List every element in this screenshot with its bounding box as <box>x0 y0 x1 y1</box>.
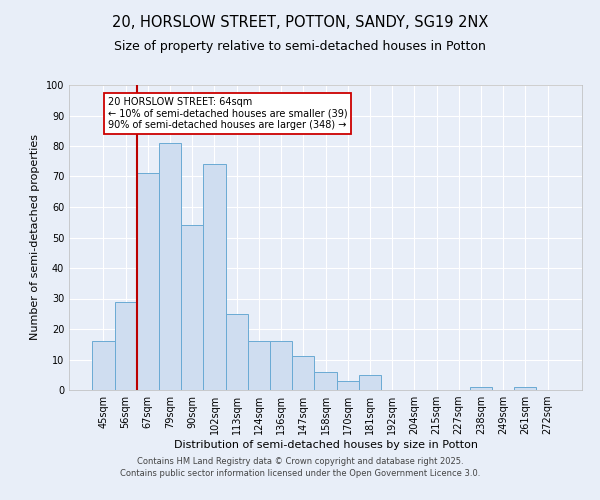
X-axis label: Distribution of semi-detached houses by size in Potton: Distribution of semi-detached houses by … <box>173 440 478 450</box>
Text: 20, HORSLOW STREET, POTTON, SANDY, SG19 2NX: 20, HORSLOW STREET, POTTON, SANDY, SG19 … <box>112 15 488 30</box>
Text: Contains public sector information licensed under the Open Government Licence 3.: Contains public sector information licen… <box>120 469 480 478</box>
Bar <box>159 143 181 390</box>
Text: Contains HM Land Registry data © Crown copyright and database right 2025.: Contains HM Land Registry data © Crown c… <box>137 458 463 466</box>
Text: 20 HORSLOW STREET: 64sqm
← 10% of semi-detached houses are smaller (39)
90% of s: 20 HORSLOW STREET: 64sqm ← 10% of semi-d… <box>108 97 347 130</box>
Bar <box>203 164 226 390</box>
Bar <box>181 226 203 390</box>
Bar <box>115 302 137 390</box>
Y-axis label: Number of semi-detached properties: Number of semi-detached properties <box>30 134 40 340</box>
Bar <box>314 372 337 390</box>
Bar <box>470 387 492 390</box>
Bar <box>359 375 381 390</box>
Bar <box>292 356 314 390</box>
Bar <box>514 387 536 390</box>
Bar <box>137 174 159 390</box>
Bar <box>92 341 115 390</box>
Bar <box>248 341 270 390</box>
Bar <box>337 381 359 390</box>
Bar <box>270 341 292 390</box>
Text: Size of property relative to semi-detached houses in Potton: Size of property relative to semi-detach… <box>114 40 486 53</box>
Bar <box>226 314 248 390</box>
